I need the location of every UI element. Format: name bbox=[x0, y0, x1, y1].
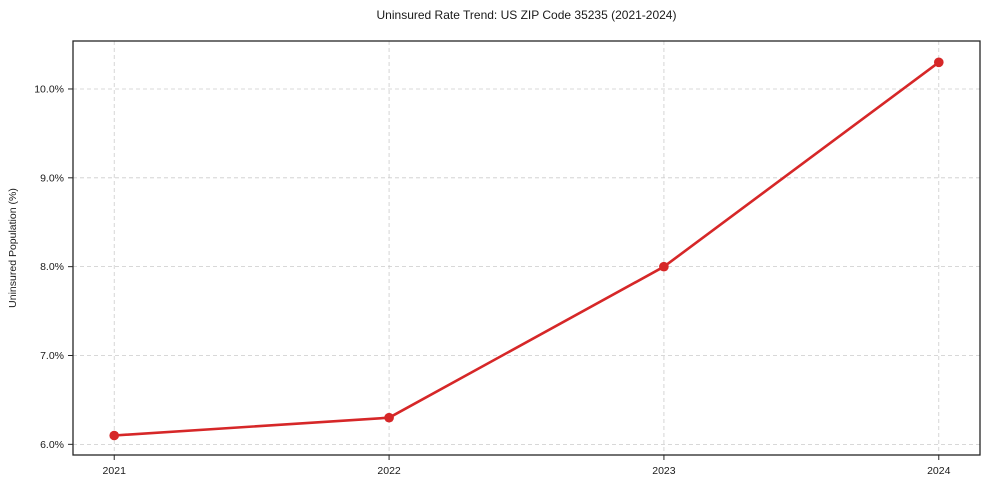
x-tick-label: 2023 bbox=[652, 465, 676, 477]
chart-title: Uninsured Rate Trend: US ZIP Code 35235 … bbox=[376, 8, 677, 22]
y-tick-label: 6.0% bbox=[40, 439, 64, 451]
y-tick-label: 10.0% bbox=[34, 83, 64, 95]
y-tick-label: 9.0% bbox=[40, 172, 64, 184]
x-tick-label: 2021 bbox=[103, 465, 127, 477]
plot-border bbox=[72, 40, 981, 456]
data-point-2022 bbox=[384, 412, 394, 423]
data-point-2021 bbox=[109, 430, 119, 441]
x-tick-label: 2022 bbox=[377, 465, 401, 477]
trend-line bbox=[112, 61, 941, 437]
y-tick-label: 7.0% bbox=[40, 350, 64, 362]
data-point-2023 bbox=[659, 261, 669, 272]
y-tick-label: 8.0% bbox=[40, 261, 64, 273]
data-point-2024 bbox=[934, 57, 944, 68]
x-tick-label: 2024 bbox=[927, 465, 951, 477]
